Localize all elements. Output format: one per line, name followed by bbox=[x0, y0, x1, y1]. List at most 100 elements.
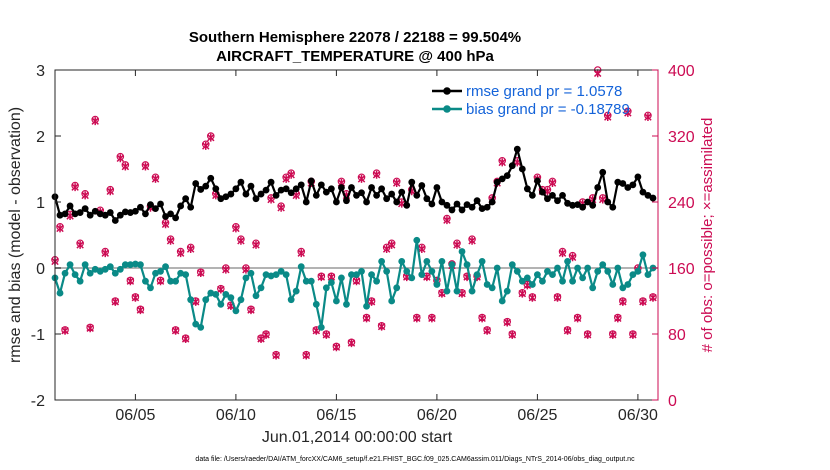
y2-tick-label: 320 bbox=[668, 129, 695, 146]
y2-tick-label: 160 bbox=[668, 261, 695, 278]
bias-point bbox=[574, 264, 581, 272]
bias-point bbox=[106, 263, 114, 271]
obs-assimilated-point bbox=[619, 297, 627, 306]
bias-point bbox=[383, 267, 391, 275]
obs-assimilated-point bbox=[357, 174, 366, 183]
x-tick-label: 06/30 bbox=[618, 407, 658, 424]
legend-bias-marker bbox=[443, 105, 451, 113]
rmse-point bbox=[579, 203, 587, 211]
bias-point bbox=[61, 269, 69, 277]
bias-point bbox=[358, 267, 365, 275]
bias-point bbox=[197, 324, 205, 331]
rmse-point bbox=[287, 189, 295, 197]
obs-assimilated-point bbox=[387, 240, 396, 249]
obs-assimilated-point bbox=[106, 187, 115, 196]
obs-assimilated-point bbox=[528, 293, 537, 302]
bias-point bbox=[378, 258, 386, 265]
obs-assimilated-point bbox=[222, 265, 230, 274]
obs-assimilated-point bbox=[166, 236, 175, 245]
y2-axis-label: # of obs: o=possible; ×=assimilated bbox=[699, 118, 716, 353]
bias-point bbox=[157, 267, 164, 275]
bias-point bbox=[393, 284, 401, 292]
rmse-point bbox=[473, 197, 481, 205]
rmse-point bbox=[378, 185, 386, 193]
y-tick-label: -1 bbox=[31, 327, 45, 344]
bias-point bbox=[338, 274, 345, 282]
bias-point bbox=[297, 263, 305, 271]
rmse-point bbox=[398, 188, 406, 196]
obs-assimilated-point bbox=[111, 297, 120, 306]
obs-assimilated-point bbox=[131, 293, 140, 302]
rmse-point bbox=[61, 210, 69, 218]
bias-point bbox=[534, 271, 541, 278]
rmse-point bbox=[433, 184, 441, 191]
bias-point bbox=[66, 261, 74, 269]
bias-point bbox=[493, 264, 501, 272]
rmse-point bbox=[297, 181, 305, 189]
obs-assimilated-point bbox=[583, 330, 592, 339]
rmse-point bbox=[544, 195, 551, 203]
rmse-point bbox=[624, 184, 632, 191]
bias-point bbox=[468, 287, 476, 295]
y2-tick-label: 80 bbox=[668, 327, 686, 344]
rmse-point bbox=[167, 210, 174, 218]
bias-point bbox=[408, 274, 416, 282]
bias-point bbox=[192, 320, 200, 328]
bias-point bbox=[202, 296, 210, 304]
rmse-point bbox=[503, 172, 511, 180]
obs-assimilated-point bbox=[558, 249, 567, 258]
obs-assimilated-point bbox=[186, 245, 195, 254]
rmse-point bbox=[559, 192, 566, 199]
bias-point bbox=[312, 300, 320, 308]
rmse-point bbox=[438, 198, 446, 206]
legend: rmse grand pr = 1.0578 bias grand pr = -… bbox=[432, 83, 630, 118]
rmse-point bbox=[222, 193, 230, 201]
bias-point bbox=[101, 265, 109, 273]
rmse-point bbox=[453, 200, 461, 208]
obs-assimilated-point bbox=[176, 249, 185, 258]
bias-point bbox=[327, 279, 335, 286]
bias-point bbox=[56, 289, 64, 297]
bias-point bbox=[403, 267, 411, 275]
bias-point bbox=[252, 292, 260, 300]
bias-point bbox=[132, 260, 139, 268]
bias-point bbox=[579, 274, 587, 282]
rmse-point bbox=[227, 190, 235, 198]
rmse-point bbox=[312, 192, 320, 199]
obs-assimilated-point bbox=[91, 117, 99, 126]
bias-point bbox=[257, 284, 265, 292]
obs-assimilated-point bbox=[277, 203, 285, 212]
rmse-point bbox=[463, 201, 471, 209]
obs-assimilated-point bbox=[297, 249, 305, 258]
plot-area bbox=[55, 70, 658, 400]
obs-assimilated-point bbox=[568, 253, 577, 262]
bias-point bbox=[604, 267, 612, 275]
x-tick-label: 06/10 bbox=[216, 407, 256, 424]
legend-rmse-label: rmse grand pr = 1.0578 bbox=[466, 83, 622, 100]
rmse-point bbox=[423, 195, 431, 203]
rmse-point bbox=[569, 201, 576, 209]
obs-assimilated-point bbox=[609, 330, 617, 339]
bias-point bbox=[453, 287, 461, 295]
obs-assimilated-point bbox=[518, 289, 527, 298]
rmse-point bbox=[644, 192, 652, 199]
rmse-point bbox=[518, 165, 526, 173]
rmse-point bbox=[262, 186, 270, 194]
bias-point bbox=[599, 261, 607, 269]
obs-assimilated-point bbox=[101, 249, 109, 258]
bias-point bbox=[554, 264, 561, 272]
rmse-point bbox=[116, 211, 124, 219]
obs-assimilated-point bbox=[644, 113, 652, 122]
obs-assimilated-point bbox=[367, 297, 376, 306]
rmse-point bbox=[498, 175, 506, 183]
bias-point bbox=[317, 324, 325, 331]
bias-point bbox=[513, 267, 521, 275]
obs-assimilated-point bbox=[272, 351, 280, 360]
y-tick-label: -2 bbox=[31, 393, 45, 410]
obs-assimilated-point bbox=[483, 326, 491, 335]
obs-assimilated-point bbox=[443, 216, 451, 225]
bias-point bbox=[508, 261, 516, 269]
rmse-point bbox=[292, 185, 300, 193]
obs-assimilated-point bbox=[181, 334, 190, 343]
rmse-point bbox=[272, 192, 280, 199]
